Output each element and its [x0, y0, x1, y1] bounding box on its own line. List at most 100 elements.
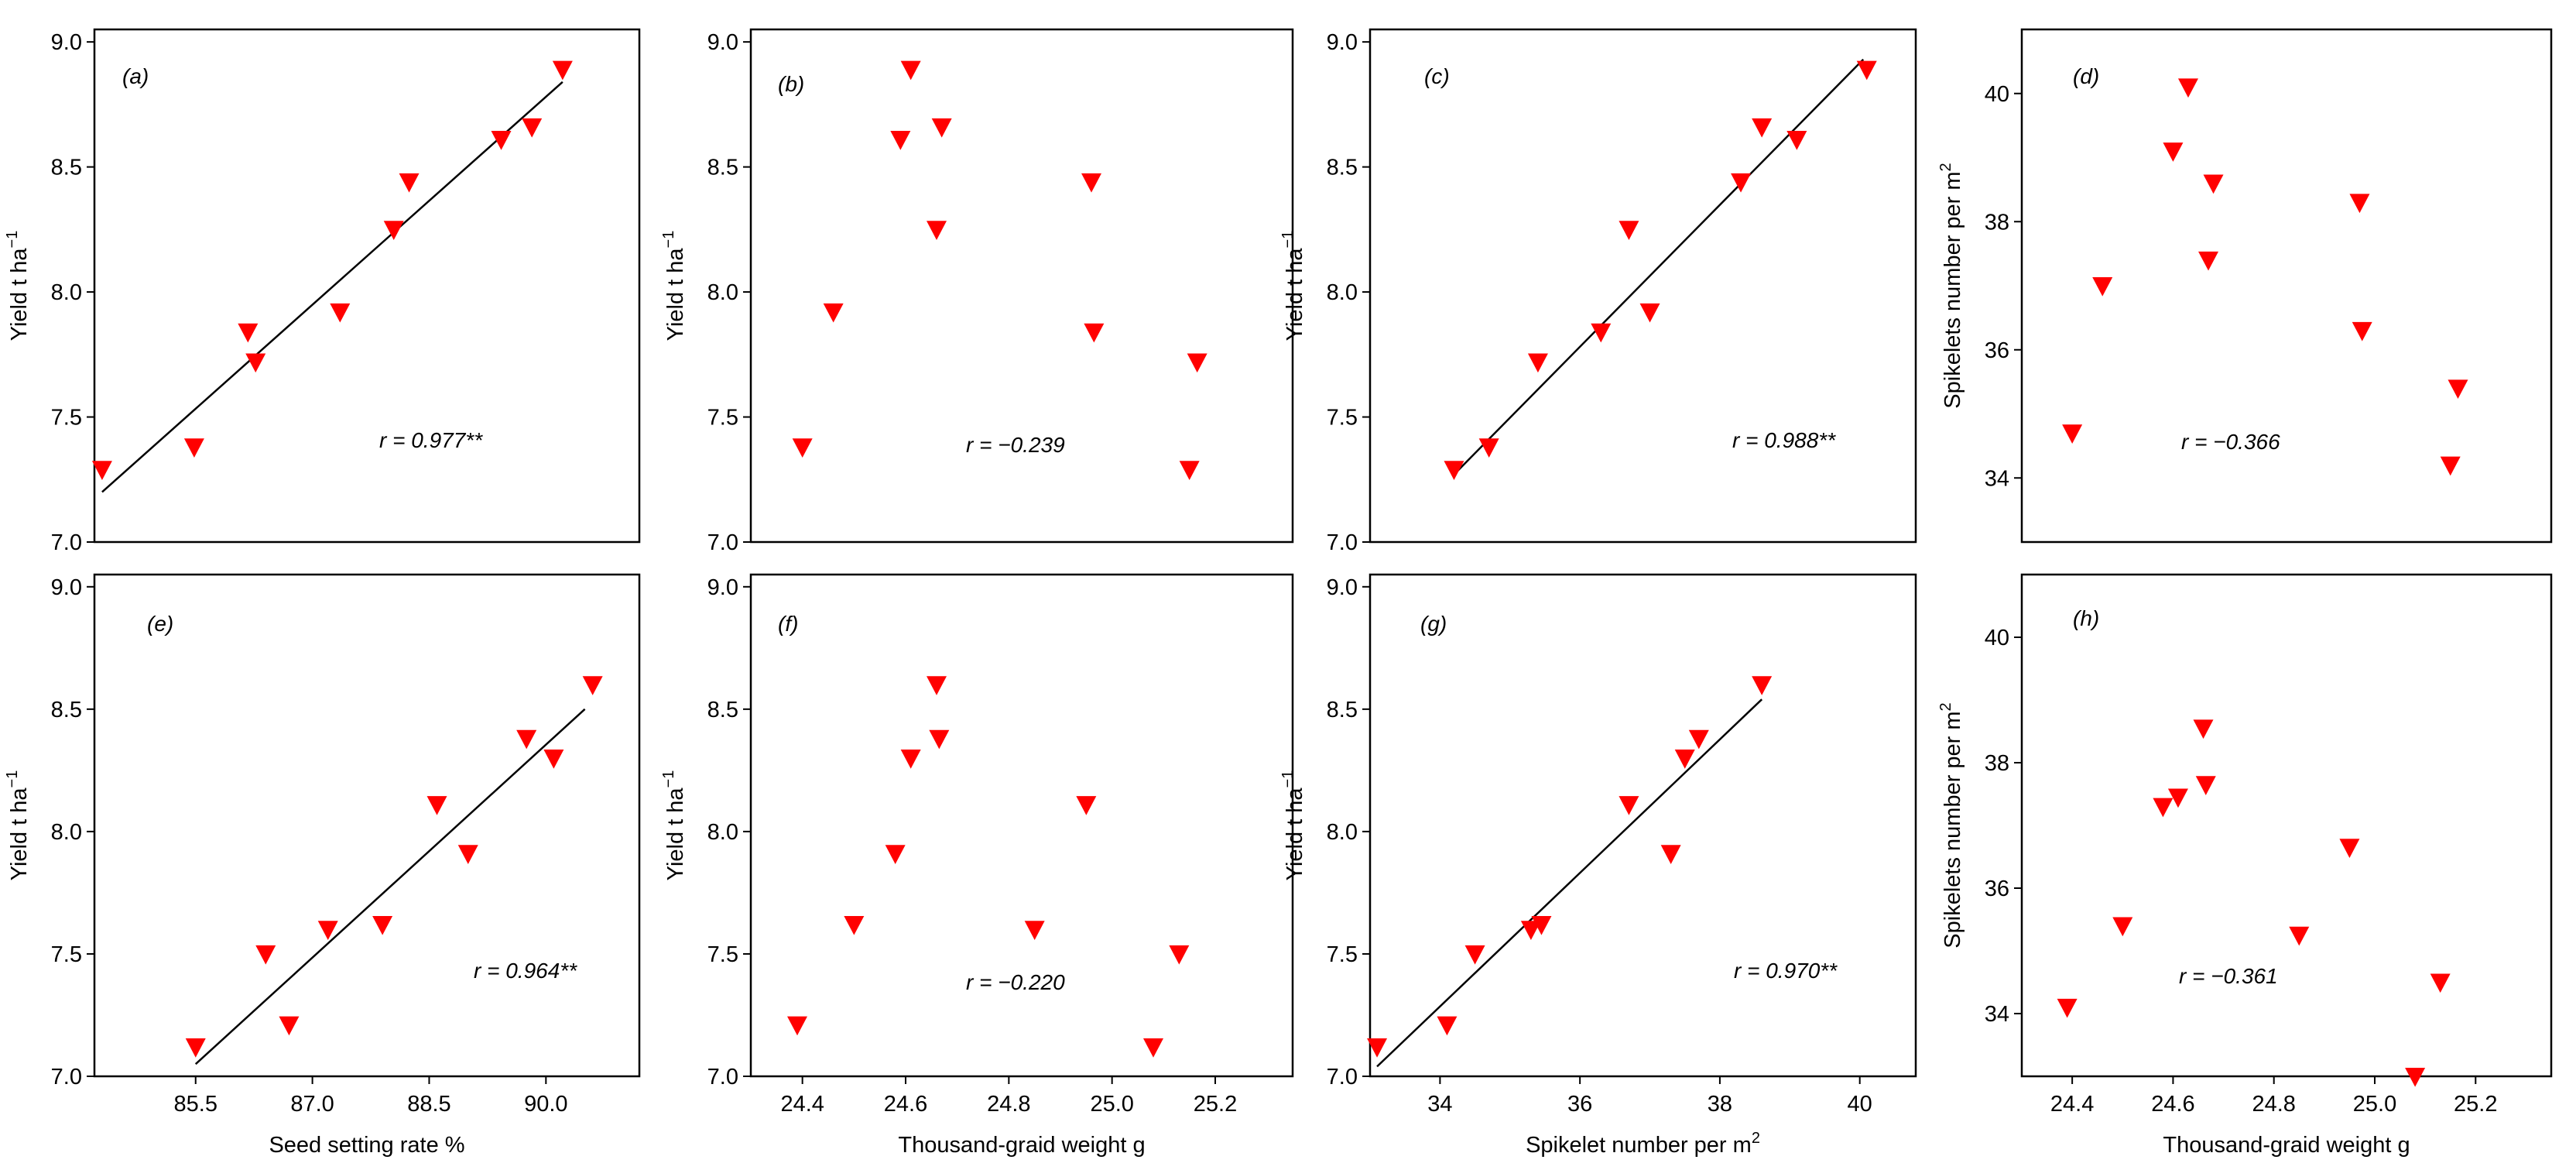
y-axis-label-superscript: 2	[1937, 163, 1954, 171]
y-axis-label-superscript: 2	[1937, 702, 1954, 711]
data-point	[2062, 424, 2083, 444]
data-point	[426, 796, 447, 815]
regression-line	[101, 81, 564, 493]
data-point	[522, 118, 543, 138]
correlation-annotation: r = −0.220	[966, 970, 1065, 994]
panel-f: 7.0 7.5 8.0 8.5 9.0 24.4 24.6 24.8 25.0 25.2 Yield…	[660, 573, 1294, 1158]
x-tick-label: 25.0	[1090, 1092, 1133, 1117]
y-tick-label: 7.5	[51, 406, 82, 431]
x-tick-label: 25.2	[1194, 1092, 1237, 1117]
y-tick-label: 8.5	[707, 698, 738, 722]
data-point	[931, 118, 952, 138]
data-point	[317, 921, 338, 940]
data-point	[792, 438, 813, 458]
x-axis-label-superscript: 2	[1752, 1130, 1760, 1147]
panel-a: 7.0 7.5 8.0 8.5 9.0 Yield t ha−1 (a) r = 0.977*…	[4, 28, 641, 555]
plot-frame	[1368, 28, 1917, 544]
data-point	[279, 1016, 300, 1036]
data-point	[823, 303, 844, 323]
x-tick-label: 38	[1708, 1092, 1732, 1117]
y-tick-label: 36	[1985, 877, 2009, 901]
y-tick-label: 38	[1985, 210, 2009, 235]
data-point	[1752, 118, 1773, 138]
data-point	[1786, 131, 1807, 150]
data-point	[2092, 276, 2113, 297]
data-point	[929, 729, 950, 750]
data-point	[399, 173, 420, 193]
data-point	[1527, 353, 1548, 373]
y-tick-label: 8.5	[51, 698, 82, 722]
data-point	[2405, 1067, 2426, 1087]
y-tick-label: 8.0	[1327, 280, 1358, 305]
y-axis-label: Yield t ha−1	[1279, 231, 1307, 341]
data-point	[582, 676, 603, 695]
plot-frame	[749, 28, 1294, 544]
data-point	[491, 131, 512, 150]
data-point	[1856, 60, 1877, 81]
data-point	[1084, 323, 1105, 343]
y-tick-label: 8.5	[51, 156, 82, 180]
data-point	[1619, 221, 1639, 240]
data-point	[2153, 798, 2174, 818]
panel-b: 7.0 7.5 8.0 8.5 9.0 Yield t ha−1 (b) r = −0.239	[660, 28, 1294, 555]
y-tick-label: 8.5	[1327, 156, 1358, 180]
panel-label: (d)	[2073, 64, 2099, 88]
data-point	[1179, 461, 1200, 481]
correlation-annotation: r = −0.366	[2181, 430, 2280, 454]
panel-e: 7.0 7.5 8.0 8.5 9.0 85.5 87.0 88.5 90.0 Yield t h…	[4, 573, 641, 1158]
data-point	[1688, 729, 1709, 750]
y-axis-label: Spikelets number per m2	[1937, 702, 1965, 948]
data-point	[2177, 78, 2198, 98]
x-tick-label: 40	[1848, 1092, 1872, 1117]
data-point	[2349, 194, 2370, 214]
correlation-annotation: r = −0.361	[2179, 964, 2278, 988]
x-axis-label: Thousand-graid weight g	[2163, 1133, 2410, 1158]
data-point	[900, 60, 921, 81]
panel-label: (h)	[2073, 606, 2099, 630]
y-axis-label-superscript: −1	[4, 231, 21, 249]
x-tick-label: 24.4	[2050, 1092, 2094, 1117]
data-point	[1187, 353, 1208, 373]
data-point	[1752, 676, 1773, 695]
data-point	[1674, 750, 1695, 769]
data-point	[1591, 323, 1612, 343]
correlation-annotation: r = −0.239	[966, 433, 1065, 457]
data-point	[1024, 921, 1045, 940]
panel-label: (b)	[778, 72, 804, 96]
plot-frame	[2020, 28, 2553, 544]
y-axis-label-superscript: −1	[660, 770, 677, 788]
y-tick-label: 8.0	[1327, 820, 1358, 845]
correlation-annotation: r = 0.977**	[379, 428, 483, 452]
data-point	[1169, 945, 1190, 965]
data-point	[1520, 921, 1541, 940]
y-tick-label: 8.0	[51, 820, 82, 845]
y-tick-label: 7.5	[51, 942, 82, 967]
x-tick-label: 87.0	[290, 1092, 334, 1117]
y-tick-label: 9.0	[707, 30, 738, 55]
y-axis-label: Yield t ha−1	[1279, 770, 1307, 881]
panel-d: 34 36 38 40 Spikelets number per m2 (d) r = −0…	[1937, 28, 2553, 544]
y-tick-label: 9.0	[707, 575, 738, 600]
data-point	[1660, 845, 1681, 865]
panel-g: 7.0 7.5 8.0 8.5 9.0 34 36 38 40 Yield t ha−1 Spike…	[1279, 573, 1917, 1158]
data-point	[1639, 303, 1660, 323]
y-axis-label-superscript: −1	[1279, 231, 1297, 249]
y-tick-label: 8.5	[1327, 698, 1358, 722]
data-point	[2195, 776, 2216, 795]
panel-label: (g)	[1420, 612, 1447, 636]
data-point	[1143, 1038, 1163, 1058]
x-tick-label: 25.0	[2353, 1092, 2396, 1117]
data-point	[890, 131, 911, 150]
panel-c: 7.0 7.5 8.0 8.5 9.0 Yield t ha−1 (c) r = 0.988*…	[1279, 28, 1917, 555]
data-point	[2339, 839, 2360, 858]
data-point	[900, 750, 921, 769]
y-axis-label: Yield t ha−1	[4, 770, 32, 881]
panel-h: 34 36 38 40 24.4 24.6 24.8 25.0 25.2 Spikelets nu…	[1937, 573, 2553, 1158]
data-point	[330, 303, 351, 323]
y-tick-label: 7.0	[51, 1065, 82, 1089]
y-axis-label: Yield t ha−1	[660, 231, 688, 341]
y-tick-label: 7.0	[707, 530, 738, 555]
data-point	[1464, 945, 1485, 965]
regression-line	[1453, 58, 1865, 475]
data-point	[543, 750, 564, 769]
